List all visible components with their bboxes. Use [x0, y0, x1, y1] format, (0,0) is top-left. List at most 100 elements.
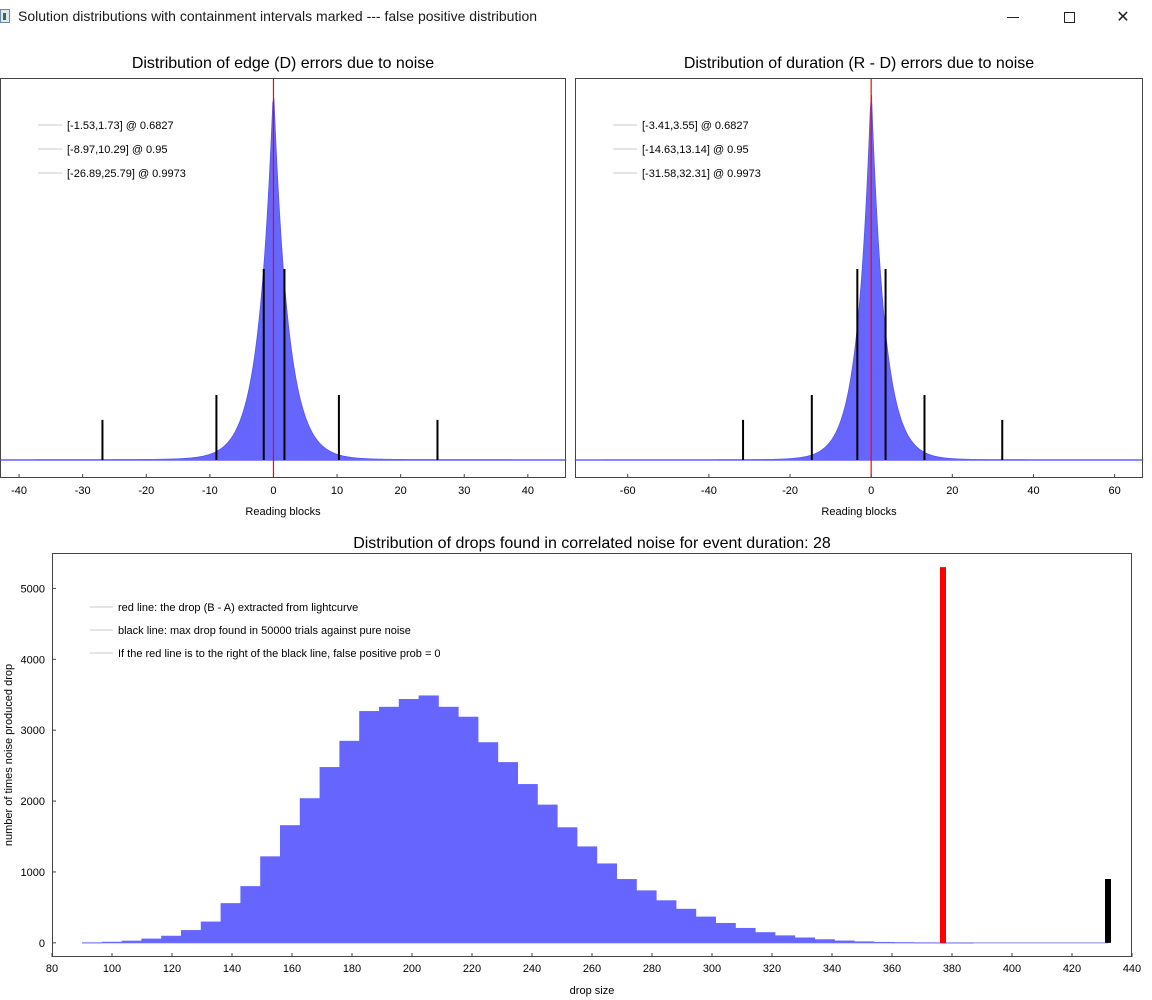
x-tick-label: 80: [46, 963, 58, 975]
chart-title: Distribution of duration (R - D) errors …: [684, 55, 1034, 72]
y-tick-label: 2000: [21, 796, 45, 808]
histogram-bar: [379, 706, 400, 943]
histogram-bar: [596, 863, 617, 943]
histogram-bar: [537, 804, 558, 943]
x-tick-label: 400: [1003, 963, 1021, 975]
legend-entry: [-1.53,1.73] @ 0.6827: [67, 120, 174, 132]
legend-entry: [-31.58,32.31] @ 0.9973: [642, 168, 761, 180]
x-tick-label: 20: [946, 485, 958, 497]
histogram-bar: [933, 942, 954, 944]
x-tick-label: 20: [395, 485, 407, 497]
app-icon: [0, 9, 10, 23]
histogram-bar: [339, 740, 360, 943]
histogram-bar: [82, 942, 103, 944]
x-axis-label: drop size: [570, 985, 615, 997]
histogram-bar: [676, 908, 697, 943]
x-axis-label: Reading blocks: [245, 506, 321, 518]
histogram-bar: [141, 938, 162, 943]
x-tick-label: 320: [763, 963, 781, 975]
x-tick-label: 180: [343, 963, 361, 975]
maximize-button[interactable]: [1046, 0, 1092, 34]
histogram-bar: [280, 825, 301, 943]
x-tick-label: 280: [643, 963, 661, 975]
histogram-bar: [101, 941, 122, 943]
x-tick-label: -20: [138, 485, 154, 497]
legend-entry: [-26.89,25.79] @ 0.9973: [67, 168, 186, 180]
histogram-bar: [953, 942, 974, 944]
minimize-icon: [1007, 16, 1019, 18]
x-tick-label: 340: [823, 963, 841, 975]
histogram-bar: [121, 940, 142, 943]
legend-entry: [-3.41,3.55] @ 0.6827: [642, 120, 749, 132]
x-tick-label: 10: [331, 485, 343, 497]
histogram-bar: [458, 716, 479, 943]
x-tick-label: 420: [1063, 963, 1081, 975]
x-tick-label: -10: [202, 485, 218, 497]
histogram-bar: [398, 699, 419, 943]
histogram-bar: [656, 900, 677, 943]
histogram-bar: [497, 762, 518, 943]
x-tick-label: 120: [163, 963, 181, 975]
minimize-button[interactable]: [990, 0, 1036, 34]
histogram-bar: [200, 921, 221, 943]
histogram-bar: [319, 767, 340, 943]
histogram-bar: [814, 939, 835, 943]
x-tick-label: 380: [943, 963, 961, 975]
histogram-bar: [220, 903, 241, 943]
x-tick-label: -40: [11, 485, 27, 497]
y-tick-label: 5000: [21, 583, 45, 595]
x-tick-label: 140: [223, 963, 241, 975]
legend-entry: If the red line is to the right of the b…: [118, 648, 441, 660]
maximize-icon: [1063, 11, 1075, 23]
histogram-bar: [695, 916, 716, 943]
x-tick-label: 100: [103, 963, 121, 975]
x-tick-label: 40: [522, 485, 534, 497]
histogram-bar: [913, 942, 934, 944]
x-tick-label: 30: [458, 485, 470, 497]
legend-entry: red line: the drop (B - A) extracted fro…: [118, 602, 358, 614]
histogram-bar: [636, 890, 657, 943]
x-tick-label: -40: [701, 485, 717, 497]
histogram-bar: [181, 930, 202, 943]
legend-entry: [-14.63,13.14] @ 0.95: [642, 144, 749, 156]
x-tick-label: 60: [1108, 485, 1120, 497]
histogram-bar: [260, 856, 281, 943]
x-tick-label: -60: [620, 485, 636, 497]
histogram-bar: [893, 942, 914, 944]
histogram-bar: [715, 922, 736, 943]
histogram-bar: [755, 932, 776, 943]
histogram-bar: [240, 886, 261, 943]
x-tick-label: -20: [782, 485, 798, 497]
histogram-bar: [359, 711, 380, 943]
window-titlebar: Solution distributions with containment …: [0, 0, 1152, 34]
histogram-bar: [616, 879, 637, 943]
legend-entry: [-8.97,10.29] @ 0.95: [67, 144, 167, 156]
histogram-bar: [834, 940, 855, 943]
x-tick-label: 200: [403, 963, 421, 975]
close-button[interactable]: ✕: [1100, 0, 1146, 34]
close-icon: ✕: [1116, 9, 1130, 26]
y-axis-label: number of times noise produced drop: [3, 664, 15, 846]
x-tick-label: 440: [1123, 963, 1141, 975]
chart-title: Distribution of drops found in correlate…: [353, 535, 831, 552]
x-tick-label: 220: [463, 963, 481, 975]
y-tick-label: 1000: [21, 867, 45, 879]
x-tick-label: 240: [523, 963, 541, 975]
histogram-bar: [161, 935, 182, 943]
histogram-bar: [577, 846, 598, 943]
x-tick-label: 40: [1027, 485, 1039, 497]
x-tick-label: -30: [75, 485, 91, 497]
x-tick-label: 260: [583, 963, 601, 975]
x-axis-label: Reading blocks: [821, 506, 897, 518]
histogram-bar: [775, 935, 796, 943]
histogram-bar: [517, 784, 538, 943]
window-title: Solution distributions with containment …: [18, 8, 538, 24]
histogram-bar: [854, 941, 875, 943]
histogram-bar: [794, 937, 815, 943]
chart-title: Distribution of edge (D) errors due to n…: [132, 55, 434, 72]
x-tick-label: 160: [283, 963, 301, 975]
x-tick-label: 360: [883, 963, 901, 975]
histogram-bar: [735, 927, 756, 943]
histogram-bar: [557, 827, 578, 943]
